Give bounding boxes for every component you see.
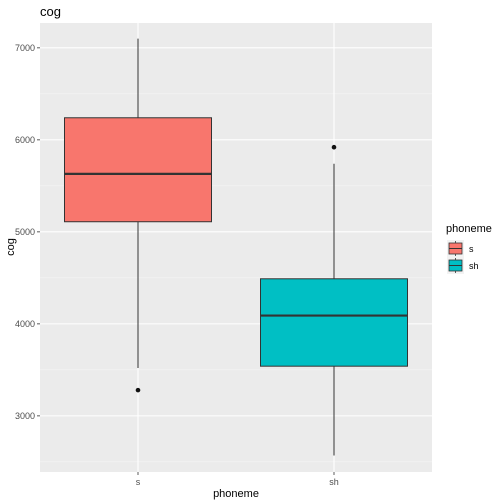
legend-key-s (447, 240, 464, 257)
y-tick-label: 7000 (15, 43, 35, 53)
x-axis: s sh (136, 472, 339, 487)
boxes-layer (64, 38, 408, 456)
x-tick-label: sh (329, 477, 339, 487)
legend-title: phoneme (446, 223, 492, 235)
y-tick-label: 5000 (15, 227, 35, 237)
plot-panel (40, 23, 432, 472)
y-tick-label: 6000 (15, 135, 35, 145)
y-axis: 3000 4000 5000 6000 7000 (15, 43, 40, 421)
box-iqr (64, 117, 212, 223)
x-tick-label: s (136, 477, 141, 487)
y-axis-title: cog (5, 238, 17, 256)
box-sh (260, 144, 408, 456)
outlier-point (331, 144, 337, 150)
y-tick-label: 3000 (15, 411, 35, 421)
chart-title: cog (40, 4, 61, 19)
box-s (64, 38, 212, 393)
legend: phoneme s sh (446, 223, 492, 274)
legend-label: sh (469, 261, 479, 271)
x-axis-title: phoneme (213, 488, 259, 500)
box-iqr (260, 278, 408, 367)
legend-label: s (469, 244, 474, 254)
outlier-point (135, 387, 141, 393)
legend-key-sh (447, 257, 464, 274)
y-tick-label: 4000 (15, 319, 35, 329)
